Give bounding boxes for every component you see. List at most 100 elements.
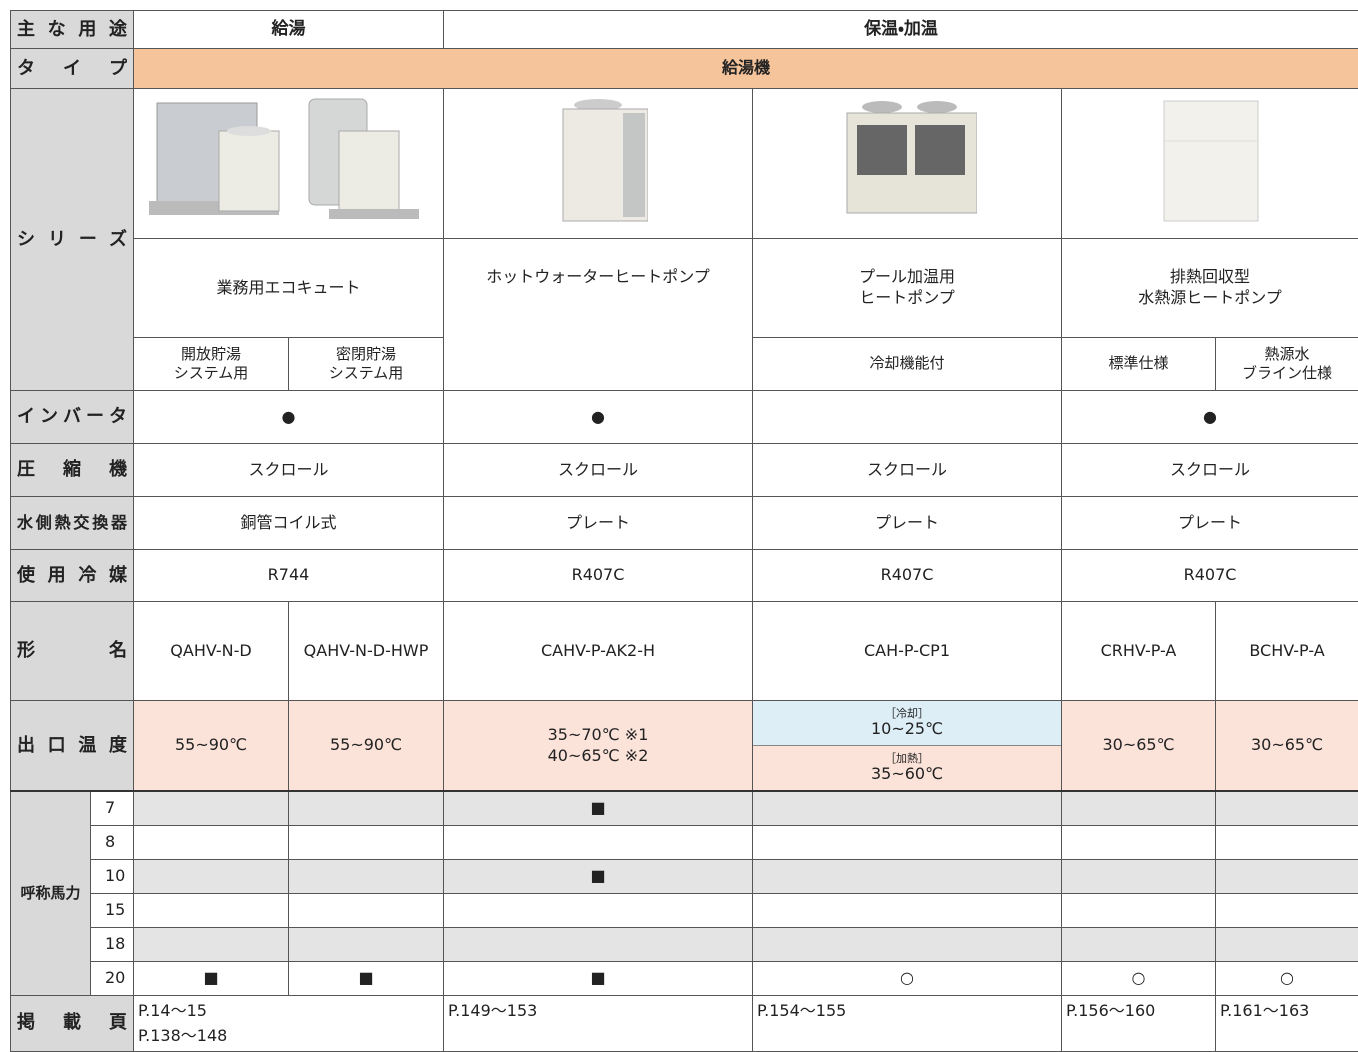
image-cell: [753, 89, 1062, 239]
hp-mark: ■: [444, 859, 753, 893]
compressor: スクロール: [753, 444, 1062, 497]
heating-temp: 35~60℃: [753, 765, 1061, 783]
hp-mark: ○: [753, 961, 1062, 995]
heating: ［加熱］35~60℃: [753, 746, 1061, 790]
outlet-temp: 55~90℃: [289, 701, 444, 792]
rect-part: [857, 125, 907, 175]
purpose: 給湯: [134, 11, 444, 49]
product-image: [139, 91, 439, 231]
inverter: ●: [444, 391, 753, 444]
hp-mark: ■: [444, 961, 753, 995]
hp-mark: [753, 859, 1062, 893]
series-name: ホットウォーターヒートポンプ: [444, 239, 753, 391]
hp-mark: [753, 825, 1062, 859]
hp-mark: [444, 927, 753, 961]
hp-mark: [444, 825, 753, 859]
hp-row: 10 ■: [11, 859, 1358, 893]
hp-mark: [289, 927, 444, 961]
row-label: 水側熱交換器: [11, 497, 134, 550]
page-ref: P.156～160: [1062, 995, 1216, 1051]
hp-mark: ■: [444, 791, 753, 825]
row-label: 主な用途: [11, 11, 134, 49]
split: ［冷却］10~25℃［加熱］35~60℃: [753, 701, 1061, 790]
variant: 標準仕様: [1062, 338, 1216, 391]
model: QAHV-N-D: [134, 602, 289, 701]
tr-part: 圧縮機スクロールスクロールスクロールスクロール: [11, 444, 1358, 497]
row-label: 掲載頁: [11, 995, 134, 1051]
rect-part: [329, 209, 419, 219]
variant: 冷却機能付: [753, 338, 1062, 391]
cooling: ［冷却］10~25℃: [753, 701, 1061, 746]
variant: 開放貯湯 システム用: [134, 338, 289, 391]
hp-mark: ○: [1216, 961, 1358, 995]
model: CAH-P-CP1: [753, 602, 1062, 701]
row-label: 出口温度: [11, 701, 134, 792]
heat-exchanger: 銅管コイル式: [134, 497, 444, 550]
hp-mark: [1062, 927, 1216, 961]
inverter: ●: [1062, 391, 1358, 444]
hp-mark: [444, 893, 753, 927]
ellipse-part: [917, 101, 957, 113]
page-ref: P.161～163: [1216, 995, 1358, 1051]
hp-value: 10: [91, 859, 134, 893]
hp-mark: [289, 859, 444, 893]
hp-mark: [1062, 859, 1216, 893]
rect-part: [219, 131, 279, 211]
hp-mark: [1062, 791, 1216, 825]
model: CRHV-P-A: [1062, 602, 1216, 701]
series-name: プール加温用 ヒートポンプ: [753, 239, 1062, 338]
tr-part: 水側熱交換器銅管コイル式プレートプレートプレート: [11, 497, 1358, 550]
hp-row: 18: [11, 927, 1358, 961]
row-label: タイプ: [11, 49, 134, 89]
hp-mark: ■: [134, 961, 289, 995]
outlet-temp: 55~90℃: [134, 701, 289, 792]
model: QAHV-N-D-HWP: [289, 602, 444, 701]
compressor: スクロール: [134, 444, 444, 497]
hp-mark: [134, 893, 289, 927]
hp-mark: [134, 791, 289, 825]
model: BCHV-P-A: [1216, 602, 1358, 701]
hp-row: 15: [11, 893, 1358, 927]
product-image: [1150, 91, 1270, 231]
hp-row: 20■■■○○○: [11, 961, 1358, 995]
outlet-temp-split: ［冷却］10~25℃［加熱］35~60℃: [753, 701, 1062, 792]
hp-mark: [1062, 893, 1216, 927]
image-cell: [1062, 89, 1358, 239]
outlet-temp: 35~70℃ ※1 40~65℃ ※2: [444, 701, 753, 792]
hp-mark: [289, 825, 444, 859]
variant: 熱源水 ブライン仕様: [1216, 338, 1358, 391]
hp-mark: [289, 893, 444, 927]
hp-mark: [134, 927, 289, 961]
row-label: 使用冷媒: [11, 550, 134, 602]
ellipse-part: [227, 126, 271, 136]
hp-mark: [1216, 893, 1358, 927]
rect-part: [623, 113, 645, 217]
rect-part: [339, 131, 399, 211]
hp-row: 8: [11, 825, 1358, 859]
product-image: [837, 91, 977, 231]
product-image: [548, 91, 648, 231]
hp-mark: [753, 927, 1062, 961]
model: CAHV-P-AK2-H: [444, 602, 753, 701]
cooling-temp: 10~25℃: [753, 720, 1061, 738]
page-ref: P.154～155: [753, 995, 1062, 1051]
hp-mark: [289, 791, 444, 825]
row-label: インバータ: [11, 391, 134, 444]
hp-value: 18: [91, 927, 134, 961]
inverter: ●: [134, 391, 444, 444]
tr-part: 主な用途給湯保温・加温: [11, 11, 1358, 49]
hp-mark: ■: [289, 961, 444, 995]
hp-mark: [134, 859, 289, 893]
row-label: 圧縮機: [11, 444, 134, 497]
hp-mark: ○: [1062, 961, 1216, 995]
outlet-temp: 30~65℃: [1216, 701, 1358, 792]
tr-part: タイプ給湯機: [11, 49, 1358, 89]
variant: 密閉貯湯 システム用: [289, 338, 444, 391]
page-ref: P.149～153: [444, 995, 753, 1051]
heat-exchanger: プレート: [753, 497, 1062, 550]
refrigerant: R407C: [753, 550, 1062, 602]
